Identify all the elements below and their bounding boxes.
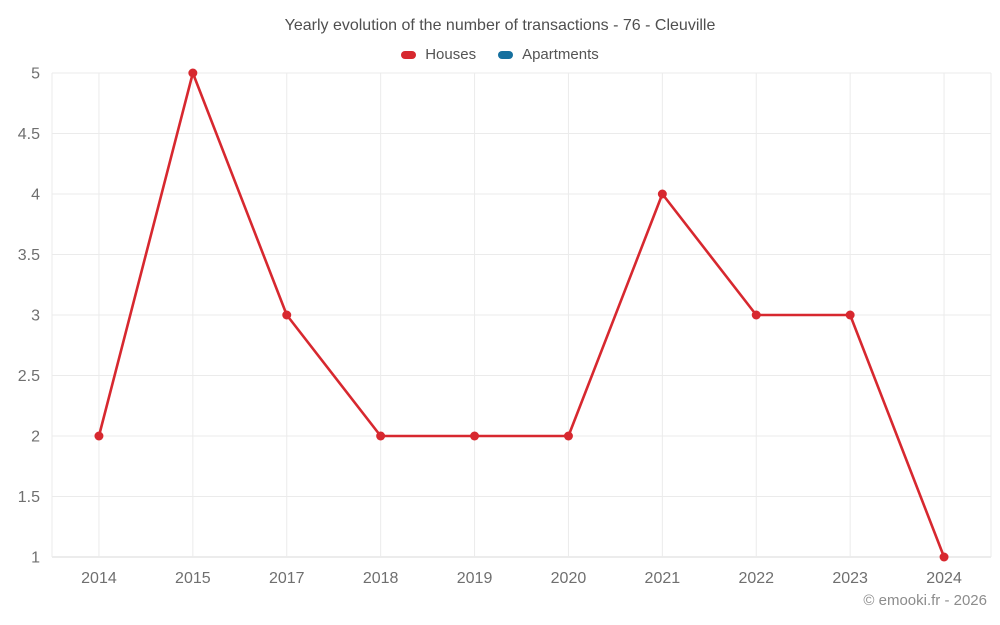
data-point-houses-2015[interactable] bbox=[188, 68, 198, 78]
data-point-houses-2020[interactable] bbox=[563, 431, 573, 441]
y-tick-label: 3.5 bbox=[18, 247, 40, 264]
y-tick-label: 5 bbox=[31, 66, 40, 83]
y-tick-label: 4.5 bbox=[18, 126, 40, 143]
x-tick-label: 2019 bbox=[457, 570, 493, 587]
x-tick-label: 2018 bbox=[363, 570, 399, 587]
legend-item-houses[interactable]: Houses bbox=[401, 46, 476, 63]
x-tick-label: 2014 bbox=[81, 570, 117, 587]
data-point-houses-2019[interactable] bbox=[470, 431, 480, 441]
chart-title: Yearly evolution of the number of transa… bbox=[284, 17, 716, 34]
y-tick-label: 2 bbox=[31, 429, 40, 446]
data-point-houses-2021[interactable] bbox=[657, 189, 667, 199]
data-point-houses-2014[interactable] bbox=[94, 431, 104, 441]
data-point-houses-2023[interactable] bbox=[845, 310, 855, 320]
x-tick-label: 2017 bbox=[269, 570, 305, 587]
y-tick-label: 3 bbox=[31, 308, 40, 325]
legend-swatch-houses-icon bbox=[401, 50, 417, 59]
x-tick-label: 2020 bbox=[551, 570, 587, 587]
y-tick-label: 4 bbox=[31, 187, 40, 204]
x-tick-label: 2024 bbox=[926, 570, 962, 587]
legend-label-houses: Houses bbox=[425, 46, 477, 63]
x-tick-label: 2021 bbox=[645, 570, 681, 587]
x-tick-label: 2015 bbox=[175, 570, 211, 587]
y-tick-label: 1.5 bbox=[18, 489, 40, 506]
y-tick-label: 1 bbox=[31, 550, 40, 567]
data-point-houses-2022[interactable] bbox=[751, 310, 761, 320]
series-line-houses bbox=[97, 71, 946, 559]
data-point-houses-2017[interactable] bbox=[282, 310, 292, 320]
y-tick-label: 2.5 bbox=[18, 368, 40, 385]
legend-swatch-apartments-icon bbox=[498, 50, 514, 59]
x-tick-label: 2023 bbox=[832, 570, 868, 587]
x-tick-label: 2022 bbox=[738, 570, 774, 587]
legend-item-apartments[interactable]: Apartments bbox=[498, 46, 599, 63]
chart-legend: Houses Apartments bbox=[0, 46, 1000, 63]
data-point-houses-2018[interactable] bbox=[376, 431, 386, 441]
data-point-houses-2024[interactable] bbox=[939, 552, 949, 562]
copyright-attribution: © emooki.fr - 2026 bbox=[863, 592, 987, 609]
legend-label-apartments: Apartments bbox=[522, 46, 599, 63]
